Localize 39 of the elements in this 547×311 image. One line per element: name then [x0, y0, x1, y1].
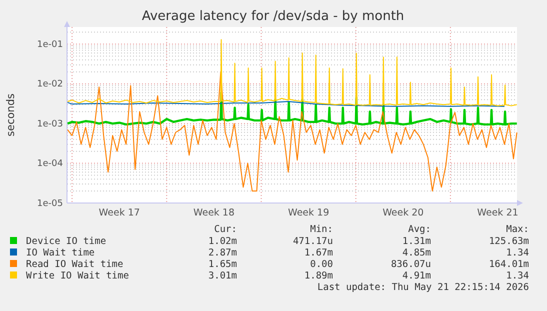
x-tick-label: Week 19 [288, 208, 330, 219]
text: 471.17u [292, 236, 333, 247]
y-tick-label: 1e-03 [37, 119, 63, 130]
x-tick-label: Week 18 [193, 208, 235, 219]
x-tick-label: Week 21 [477, 208, 518, 219]
text: Max: [506, 224, 529, 235]
y-tick-label: 1e-01 [37, 40, 63, 50]
y-tick-label: 1e-02 [37, 80, 63, 90]
text: 1.34 [506, 270, 530, 282]
text: Avg: [408, 224, 431, 235]
x-tick-label: Week 20 [382, 208, 424, 219]
text: 4.85m [402, 248, 432, 258]
legend-label: IO Wait time [26, 248, 95, 258]
text: 3.01m [208, 270, 238, 282]
text: 0.00 [310, 259, 334, 270]
chart-title: Average latency for /dev/sda - by month [142, 9, 404, 24]
legend-label: Read IO Wait time [26, 259, 124, 270]
text: 164.01m [488, 259, 530, 270]
text: Cur: [214, 224, 237, 235]
y-tick-label: 1e-04 [37, 159, 64, 170]
x-tick-label: Week 17 [98, 208, 140, 219]
y-tick-label: 1e-05 [37, 198, 63, 209]
legend-label: Device IO time [26, 236, 106, 247]
text: 1.65m [208, 259, 238, 270]
legend-label: Write IO Wait time [26, 270, 130, 282]
text: 4.91m [402, 270, 432, 282]
line-series [67, 39, 518, 106]
text: 1.31m [402, 236, 432, 247]
text: 2.87m [208, 248, 238, 258]
text: 836.07u [390, 259, 431, 270]
text: 1.89m [304, 270, 334, 282]
text: Last update: Thu May 21 22:15:14 2026 [317, 282, 530, 293]
y-axis-title: seconds [5, 94, 17, 136]
text: 125.63m [488, 236, 530, 247]
text: 1.67m [304, 248, 334, 258]
text: Min: [310, 224, 333, 235]
text: 1.34 [506, 248, 530, 258]
text: 1.02m [208, 236, 238, 247]
line-series [67, 71, 518, 192]
